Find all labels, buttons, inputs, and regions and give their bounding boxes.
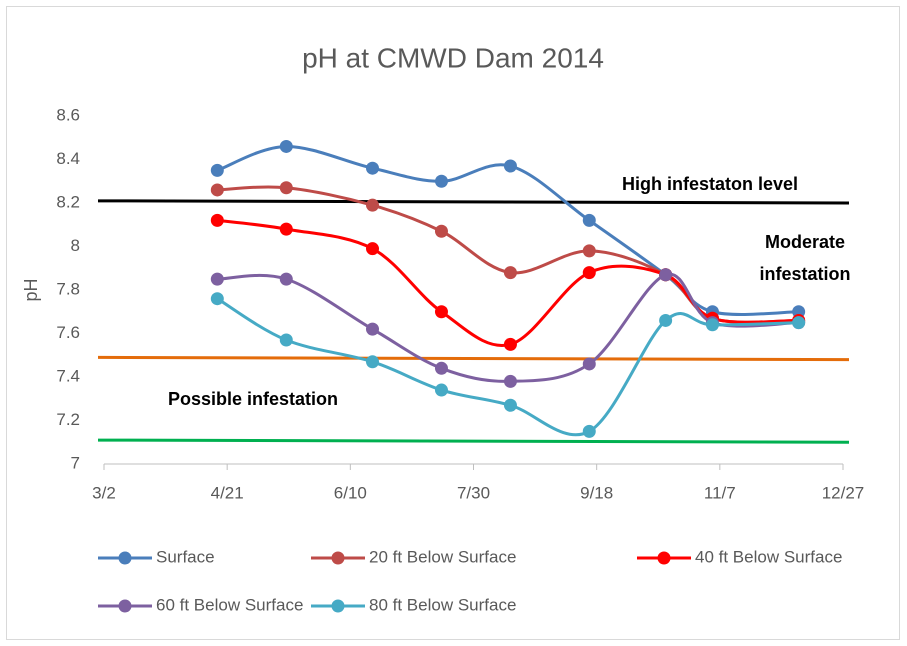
- x-tick-label: 6/10: [334, 483, 367, 502]
- data-point: [503, 398, 517, 412]
- series-line: [216, 297, 799, 437]
- data-point: [366, 242, 380, 256]
- y-tick-label: 7.6: [56, 323, 80, 342]
- reference-line: [97, 438, 850, 444]
- data-point: [582, 424, 596, 438]
- data-point: [434, 224, 448, 238]
- y-tick-label: 7.8: [56, 279, 80, 298]
- data-point: [279, 181, 293, 195]
- data-point: [434, 361, 448, 375]
- data-point: [582, 244, 596, 258]
- annotation: High infestaton level: [622, 174, 798, 194]
- data-point: [210, 163, 224, 177]
- data-point: [503, 266, 517, 280]
- data-point: [659, 313, 673, 327]
- data-point: [434, 174, 448, 188]
- x-tick-label: 12/27: [822, 483, 865, 502]
- data-point: [210, 213, 224, 227]
- data-point: [279, 139, 293, 153]
- y-tick-label: 8: [71, 236, 80, 255]
- data-point: [582, 357, 596, 371]
- data-point: [210, 292, 224, 306]
- legend-item: 20 ft Below Surface: [311, 547, 516, 566]
- data-point: [279, 272, 293, 286]
- series: [210, 139, 806, 319]
- data-point: [366, 198, 380, 212]
- data-point: [503, 337, 517, 351]
- legend-label: Surface: [156, 547, 215, 566]
- chart-title: pH at CMWD Dam 2014: [302, 42, 604, 73]
- legend-item: 60 ft Below Surface: [98, 595, 303, 614]
- legend-marker: [657, 551, 671, 565]
- x-tick-label: 9/18: [580, 483, 613, 502]
- y-tick-label: 7.4: [56, 366, 80, 385]
- y-tick-label: 8.6: [56, 105, 80, 124]
- x-tick-label: 3/2: [92, 483, 116, 502]
- x-tick-label: 4/21: [211, 483, 244, 502]
- data-point: [705, 318, 719, 332]
- data-point: [503, 159, 517, 173]
- data-point: [210, 183, 224, 197]
- data-point: [279, 333, 293, 347]
- data-point: [279, 222, 293, 236]
- y-tick-label: 7: [71, 453, 80, 472]
- data-point: [366, 161, 380, 175]
- x-tick-label: 7/30: [457, 483, 490, 502]
- legend-marker: [118, 599, 132, 613]
- legend-marker: [331, 599, 345, 613]
- data-point: [503, 374, 517, 388]
- legend-marker: [331, 551, 345, 565]
- data-point: [582, 213, 596, 227]
- legend-item: 80 ft Below Surface: [311, 595, 516, 614]
- data-point: [582, 266, 596, 280]
- series: [210, 292, 806, 438]
- x-tick-label: 11/7: [704, 483, 736, 502]
- data-point: [366, 322, 380, 336]
- data-point: [434, 383, 448, 397]
- data-point: [366, 355, 380, 369]
- series-line: [217, 272, 799, 383]
- y-tick-label: 7.2: [56, 410, 80, 429]
- data-point: [659, 268, 673, 282]
- legend-label: 40 ft Below Surface: [695, 547, 842, 566]
- annotation: Moderate infestation: [759, 232, 850, 284]
- data-point: [792, 316, 806, 330]
- legend-label: 80 ft Below Surface: [369, 595, 516, 614]
- legend-item: 40 ft Below Surface: [637, 547, 842, 566]
- reference-line: [97, 355, 850, 362]
- legend-item: Surface: [98, 547, 215, 566]
- annotation: Possible infestation: [168, 389, 338, 409]
- legend-label: 60 ft Below Surface: [156, 595, 303, 614]
- legend-label: 20 ft Below Surface: [369, 547, 516, 566]
- y-tick-label: 8.4: [56, 149, 80, 168]
- y-axis-label: pH: [21, 278, 41, 301]
- legend-marker: [118, 551, 132, 565]
- data-point: [210, 272, 224, 286]
- reference-line: [97, 199, 850, 205]
- data-point: [434, 305, 448, 319]
- y-tick-label: 8.2: [56, 192, 80, 211]
